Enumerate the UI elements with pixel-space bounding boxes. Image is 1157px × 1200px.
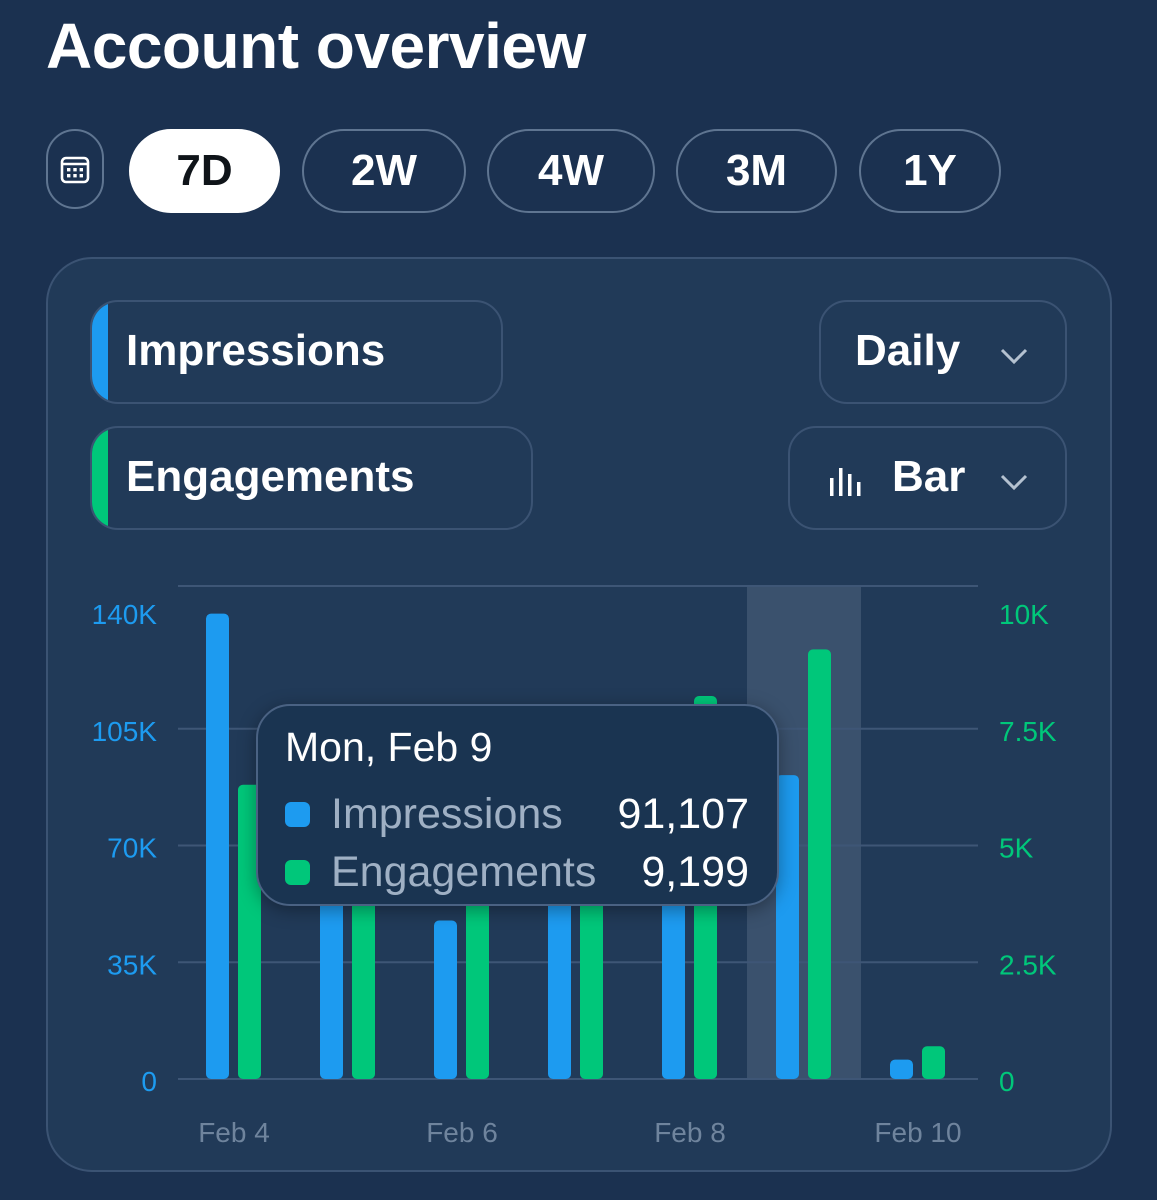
engagements-legend-swatch bbox=[285, 860, 310, 885]
chart-type-label: Bar bbox=[892, 452, 966, 501]
range-7d-button[interactable]: 7D bbox=[129, 129, 280, 213]
calendar-icon bbox=[60, 156, 90, 184]
chevron-down-icon bbox=[1000, 348, 1028, 365]
tooltip-impressions-label: Impressions bbox=[331, 790, 563, 838]
impressions-legend-swatch bbox=[285, 802, 310, 827]
range-1y-button[interactable]: 1Y bbox=[859, 129, 1001, 213]
tooltip-engagements-value: 9,199 bbox=[641, 848, 749, 896]
secondary-metric-select[interactable]: Engagements bbox=[90, 426, 533, 530]
calendar-button[interactable] bbox=[46, 129, 104, 209]
tooltip-impressions-value: 91,107 bbox=[617, 790, 749, 838]
tooltip-row-engagements: Engagements 9,199 bbox=[285, 848, 749, 900]
tooltip-row-impressions: Impressions 91,107 bbox=[285, 790, 749, 842]
interval-select[interactable]: Daily bbox=[819, 300, 1067, 404]
tooltip-date: Mon, Feb 9 bbox=[285, 724, 493, 770]
chart-type-select[interactable]: Bar bbox=[788, 426, 1067, 530]
range-3m-button[interactable]: 3M bbox=[676, 129, 837, 213]
primary-metric-label: Impressions bbox=[126, 326, 386, 375]
page-title: Account overview bbox=[46, 10, 586, 82]
primary-metric-color-bar bbox=[92, 302, 108, 402]
chart-tooltip: Mon, Feb 9 Impressions 91,107 Engagement… bbox=[256, 704, 779, 906]
range-4w-button[interactable]: 4W bbox=[487, 129, 655, 213]
secondary-metric-label: Engagements bbox=[126, 452, 415, 501]
interval-label: Daily bbox=[855, 326, 961, 375]
range-2w-button[interactable]: 2W bbox=[302, 129, 466, 213]
bar-chart-icon bbox=[830, 468, 861, 496]
chevron-down-icon bbox=[1000, 474, 1028, 491]
primary-metric-select[interactable]: Impressions bbox=[90, 300, 503, 404]
secondary-metric-color-bar bbox=[92, 428, 108, 528]
tooltip-engagements-label: Engagements bbox=[331, 848, 597, 896]
